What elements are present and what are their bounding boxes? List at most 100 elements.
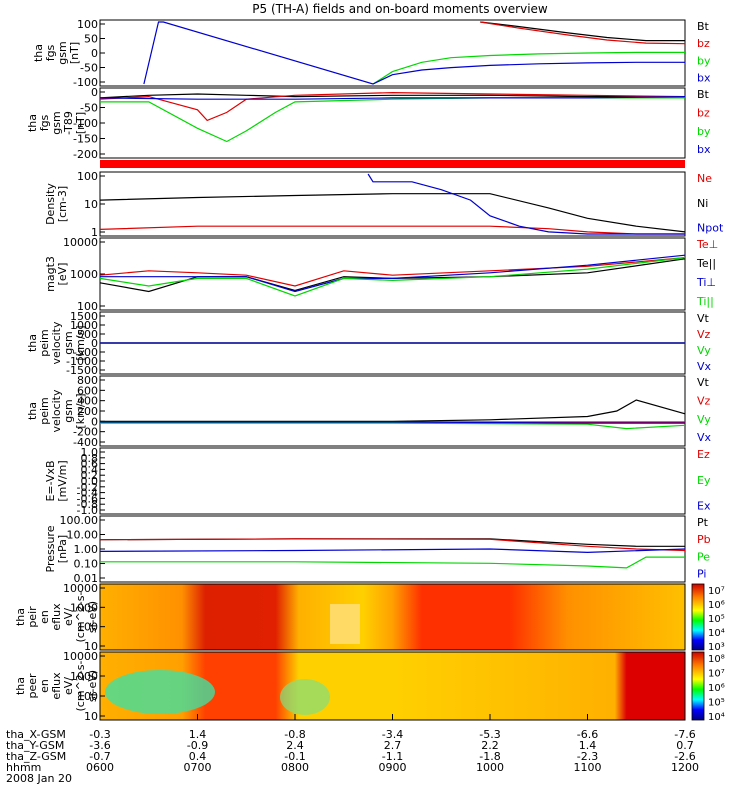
y-tick-label: -0.6 [77, 492, 98, 505]
y-axis-label-line: gsm [50, 111, 63, 134]
legend-entry: Vx [697, 431, 712, 444]
colorbar-scale [691, 651, 705, 721]
y-axis-label-line: tha [26, 334, 39, 352]
y-tick-label: -1500 [66, 364, 98, 377]
panel-fgs: 100 500 -50-100 tha fgs gsm [nT] Bt bz by bx [32, 18, 711, 89]
y-axis-label-line: peir [26, 606, 39, 628]
colorbar-tick-label: 10⁸ [708, 654, 725, 665]
y-axis-label: tha fgs gsm -T89 [nT] [26, 111, 87, 135]
y-tick-label: 10 [84, 640, 98, 653]
x-axis-value: -1.8 [479, 750, 500, 763]
legend-entry: Vx [697, 360, 712, 373]
y-tick-label: 0.01 [74, 572, 99, 585]
y-axis-label: tha fgs gsm [nT] [32, 41, 81, 64]
y-tick-label: 0.10 [74, 558, 99, 571]
y-tick-label: 0.6 [81, 458, 99, 471]
mode-indicator-band [100, 160, 685, 168]
legend-entry: Ti|| [696, 295, 714, 308]
y-tick-label: 600 [77, 384, 98, 397]
x-axis-value: -2.3 [577, 750, 598, 763]
y-tick-label: -0.8 [77, 498, 98, 511]
colorbar-tick-label: 10⁶ [708, 683, 725, 694]
y-tick-label: 1000 [70, 319, 98, 332]
x-axis-value: -6.6 [577, 728, 598, 741]
y-axis-label-line: [eV] [56, 263, 69, 286]
panel-temperature: 10000 1000 100 magt3 [eV] Te⊥ Te|| Ti⊥ Ti|| [44, 236, 718, 313]
y-axis-label-line: eflux [50, 603, 63, 631]
legend-entry: Ey [697, 474, 711, 487]
y-tick-label: 0.8 [81, 452, 99, 465]
series-line-Vx [100, 421, 685, 424]
x-axis-value: 1.4 [189, 728, 207, 741]
x-axis-value: 0900 [379, 761, 407, 774]
x-axis-value: 0.7 [676, 739, 694, 752]
colorbar-tick-label: 10⁴ [708, 712, 725, 723]
x-axis-value: 1100 [574, 761, 602, 774]
y-axis-label-line: en [38, 679, 51, 693]
y-axis-label-line: tha [14, 677, 27, 695]
y-tick-label: 10000 [63, 582, 98, 595]
x-axis-value: 1.4 [579, 739, 597, 752]
legend-eesa_vel: Vt Vz Vy Vx [697, 312, 712, 373]
colorbar-tick-label: 10⁴ [708, 628, 725, 639]
x-axis-value: -3.4 [382, 728, 403, 741]
y-tick-label: 0.2 [81, 469, 99, 482]
y-axis-label: tha peim velocity gsm [km/s] [26, 321, 87, 364]
panel-density: 100 10 1 Density [cm-3] Ne Ni Npot [44, 170, 724, 239]
series-line-bx [99, 96, 686, 100]
legend-entry: Pe [697, 550, 710, 563]
y-axis-label: Pressure [nPa] [44, 525, 69, 572]
panel-frame [99, 375, 686, 447]
y-axis-label-line: magt3 [44, 256, 57, 292]
y-axis-label-line: tha [26, 402, 39, 420]
x-axis-value: 0600 [86, 761, 114, 774]
y-axis-label-line: [mV/m] [56, 460, 69, 501]
series-line-Vy [100, 422, 686, 430]
y-tick-label: 800 [77, 374, 98, 387]
series-line-Vt [100, 399, 686, 422]
legend-density: Ne Ni Npot [697, 172, 724, 235]
colorbar-scale [691, 583, 705, 651]
series-line-by [100, 97, 685, 143]
spectrogram-low-flux-region [105, 670, 215, 714]
y-axis-label-line: [nPa] [56, 535, 69, 563]
y-axis-label: Density [cm-3] [44, 183, 69, 225]
legend-entry: Ez [697, 448, 710, 461]
y-tick-label: 0.0 [81, 475, 99, 488]
panel-efield: 1.00.80.60.40.20.0-0.2-0.4-0.6-0.8-1.0 E=… [44, 446, 711, 517]
legend-entry: Te⊥ [696, 238, 718, 251]
y-tick-label: 1000 [70, 670, 98, 683]
y-tick-label: 0 [91, 337, 98, 350]
y-axis-label-line: eV/ [62, 608, 75, 626]
y-tick-label: 1500 [70, 310, 98, 323]
y-tick-label: 10 [84, 198, 98, 211]
y-tick-label: 1000 [70, 268, 98, 281]
y-axis-label-line: Density [44, 183, 57, 225]
x-axis-value: -7.6 [674, 728, 695, 741]
y-axis-label-line: peim [38, 397, 51, 425]
y-tick-label: 0 [91, 415, 98, 428]
y-tick-label: 100 [77, 170, 98, 183]
x-axis-value: -0.1 [284, 750, 305, 763]
legend-entry: bz [697, 37, 710, 50]
x-axis-row-label: tha_Y-GSM [6, 739, 64, 752]
y-tick-label: 0 [91, 86, 98, 99]
series-line-by [372, 51, 685, 85]
panel-frame [99, 515, 686, 583]
series-line-Te|| [99, 258, 686, 293]
y-tick-label: 100 [77, 300, 98, 313]
legend-entry: Vz [697, 328, 711, 341]
series-line-Ti⊥ [100, 254, 686, 293]
x-axis-value: -3.6 [89, 739, 110, 752]
x-axis-value: 2.4 [286, 739, 304, 752]
legend-entry: Vt [697, 376, 710, 389]
series-line-Pt [99, 538, 685, 547]
y-axis-label-line: [km/s] [74, 393, 87, 428]
y-axis-label-line: [nT] [74, 112, 87, 134]
legend-entry: Ni [697, 197, 708, 210]
y-axis-label-line: velocity [50, 321, 63, 364]
series-line-Pb [99, 538, 686, 552]
y-axis-label-line: -T89 [62, 111, 75, 135]
